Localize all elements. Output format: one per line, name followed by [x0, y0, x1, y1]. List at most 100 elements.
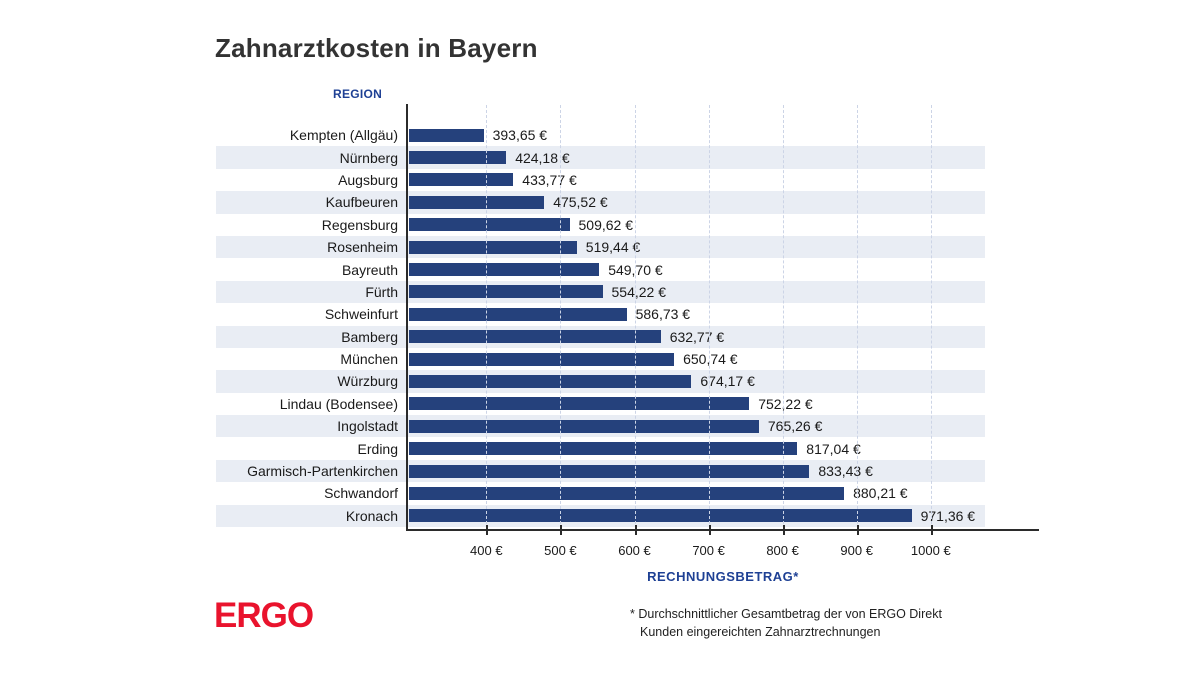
value-bar — [409, 419, 759, 433]
chart-row: Regensburg 509,62 € — [216, 214, 985, 236]
chart-row: Erding 817,04 € — [216, 437, 985, 459]
y-axis-title: REGION — [333, 87, 383, 101]
gridline — [856, 105, 858, 529]
bar-area: 752,22 € — [407, 393, 985, 415]
value-bar — [409, 195, 545, 209]
category-label: Schweinfurt — [324, 306, 398, 323]
tick-mark — [856, 525, 859, 535]
tick-mark — [782, 525, 785, 535]
category-label: Bayreuth — [341, 261, 398, 278]
category-label: Lindau (Bodensee) — [279, 395, 398, 412]
chart-title: Zahnarztkosten in Bayern — [215, 33, 538, 63]
tick-label: 1000 € — [910, 543, 951, 558]
chart-row: Kaufbeuren 475,52 € — [216, 191, 985, 214]
tick-label: 600 € — [618, 543, 651, 558]
value-label: 632,77 € — [669, 328, 725, 345]
value-bar — [409, 442, 798, 456]
category-label: Kaufbeuren — [325, 194, 398, 211]
category-label: Kempten (Allgäu) — [289, 127, 398, 144]
value-label: 433,77 € — [522, 171, 577, 188]
footnote-line-2: Kunden eingereichten Zahnarztrechnungen — [640, 624, 881, 639]
tick-label: 700 € — [692, 543, 725, 558]
gridline — [930, 105, 932, 529]
bar-area: 971,36 € — [407, 505, 985, 527]
tick-label: 400 € — [470, 543, 503, 558]
ergo-logo: ERGO — [214, 596, 314, 635]
value-bar — [409, 397, 750, 411]
value-label: 475,52 € — [553, 194, 608, 211]
value-label: 586,73 € — [635, 306, 691, 323]
bar-area: 433,77 € — [407, 169, 985, 191]
value-bar — [409, 285, 603, 299]
value-label: 554,22 € — [611, 283, 667, 300]
value-label: 650,74 € — [683, 351, 738, 368]
bar-area: 393,65 € — [407, 124, 985, 146]
value-bar — [409, 173, 514, 187]
bar-area: 880,21 € — [407, 482, 985, 504]
category-label: Schwandorf — [324, 485, 398, 502]
category-label: Nürnberg — [339, 149, 398, 166]
x-axis-title: RECHNUNGSBETRAG* — [647, 569, 799, 584]
value-bar — [409, 509, 912, 523]
bar-area: 554,22 € — [407, 281, 985, 303]
tick-mark — [708, 525, 711, 535]
chart-row: Augsburg 433,77 € — [216, 169, 985, 191]
value-bar — [409, 464, 810, 478]
chart-row: Ingolstadt 765,26 € — [216, 415, 985, 438]
category-label: Fürth — [365, 283, 398, 300]
value-bar — [409, 218, 570, 232]
bar-area: 817,04 € — [407, 437, 985, 459]
value-label: 880,21 € — [853, 485, 908, 502]
value-bar — [409, 128, 484, 142]
value-label: 519,44 € — [585, 239, 641, 256]
category-label: Kronach — [345, 507, 398, 524]
gridline — [708, 105, 710, 529]
bar-area: 833,43 € — [407, 460, 985, 482]
value-bar — [409, 151, 507, 165]
bar-area: 632,77 € — [407, 326, 985, 348]
category-label: Bamberg — [341, 328, 398, 345]
category-label: Erding — [357, 440, 398, 457]
chart-row: Fürth 554,22 € — [216, 280, 985, 304]
category-label: Ingolstadt — [337, 418, 398, 435]
tick-label: 900 € — [840, 543, 873, 558]
category-label: Würzburg — [337, 373, 398, 390]
value-label: 971,36 € — [920, 507, 976, 524]
value-bar — [409, 352, 675, 366]
value-bar — [409, 330, 661, 344]
chart-row: Kronach 971,36 € — [216, 504, 985, 528]
chart-row: Kempten (Allgäu) 393,65 € — [216, 124, 985, 146]
bar-area: 674,17 € — [407, 370, 985, 392]
gridline — [560, 105, 562, 529]
gridline — [634, 105, 636, 529]
gridline — [486, 105, 488, 529]
value-bar — [409, 374, 692, 388]
bar-area: 765,26 € — [407, 415, 985, 437]
chart-row: Würzburg 674,17 € — [216, 370, 985, 393]
tick-mark — [930, 525, 933, 535]
category-label: Rosenheim — [327, 239, 398, 256]
footnote: * Durchschnittlicher Gesamtbetrag der vo… — [630, 606, 942, 641]
value-bar — [409, 263, 600, 277]
tick-mark — [560, 525, 563, 535]
value-bar — [409, 486, 845, 500]
tick-mark — [486, 525, 489, 535]
tick-mark — [634, 525, 637, 535]
tick-label: 800 € — [766, 543, 799, 558]
value-bar — [409, 307, 627, 321]
chart-row: Bamberg 632,77 € — [216, 325, 985, 348]
category-label: Garmisch-Partenkirchen — [247, 463, 398, 480]
gridline — [782, 105, 784, 529]
value-label: 424,18 € — [515, 149, 570, 166]
value-label: 765,26 € — [767, 418, 823, 435]
bar-area: 586,73 € — [407, 303, 985, 325]
category-label: Augsburg — [338, 171, 398, 188]
value-label: 752,22 € — [758, 395, 813, 412]
tick-label: 500 € — [544, 543, 577, 558]
value-label: 817,04 € — [806, 440, 861, 457]
bar-area: 424,18 € — [407, 146, 985, 168]
x-axis-line — [406, 529, 1039, 531]
value-label: 833,43 € — [818, 463, 873, 480]
footnote-line-1: * Durchschnittlicher Gesamtbetrag der vo… — [630, 607, 942, 621]
